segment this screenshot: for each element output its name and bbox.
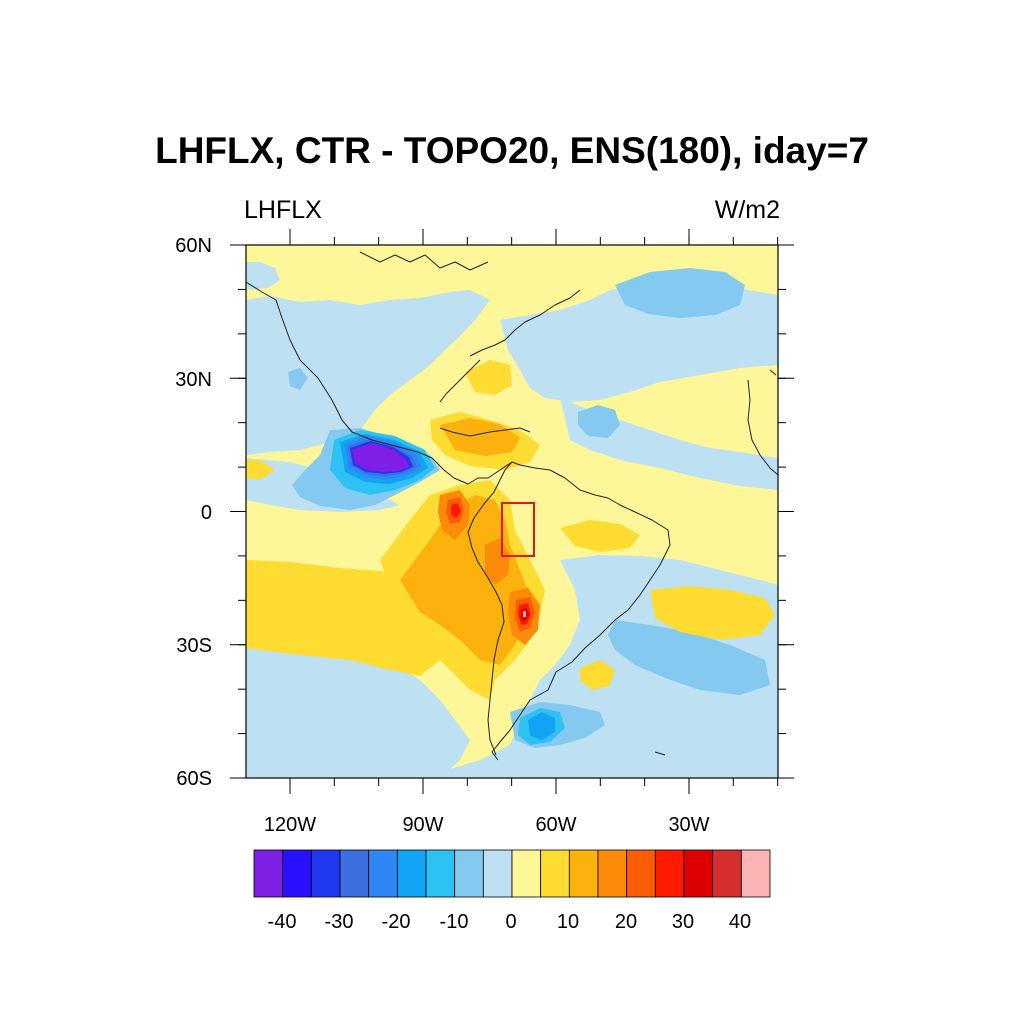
colorbar	[253, 849, 771, 898]
colorbar-labels: -40 -30 -20 -10 0 10 20 30 40	[268, 911, 752, 933]
colorbar-swatch	[339, 849, 370, 898]
field-red-1	[451, 503, 461, 518]
figure-title: LHFLX, CTR - TOPO20, ENS(180), iday=7	[155, 130, 869, 171]
units-label: W/m2	[715, 196, 780, 224]
coastlines	[246, 251, 778, 761]
colorbar-swatch	[626, 849, 656, 898]
colorbar-swatch	[540, 849, 570, 898]
colorbar-swatch	[511, 849, 542, 898]
colorbar-label: -30	[325, 911, 354, 933]
colorbar-swatch	[454, 849, 484, 898]
lon-label-120w: 120W	[264, 814, 316, 836]
colorbar-label: 20	[615, 911, 637, 933]
field-pink-peak	[523, 611, 526, 617]
colorbar-swatch	[740, 849, 771, 898]
colorbar-swatch	[368, 849, 398, 898]
colorbar-swatch	[396, 849, 427, 898]
colorbar-label: 10	[557, 911, 579, 933]
colorbar-label: 40	[729, 911, 751, 933]
lat-label-30s: 30S	[176, 635, 212, 657]
lat-label-0: 0	[201, 502, 212, 524]
colorbar-label: -10	[440, 911, 469, 933]
lat-label-30n: 30N	[175, 369, 212, 391]
colorbar-swatch	[683, 849, 714, 898]
colorbar-label: -40	[268, 911, 297, 933]
colorbar-swatch	[482, 849, 513, 898]
tick-marks	[230, 229, 794, 794]
colorbar-label: 30	[672, 911, 694, 933]
lat-label-60s: 60S	[176, 768, 212, 790]
colorbar-swatch	[712, 849, 742, 898]
colorbar-swatch	[253, 849, 284, 898]
colorbar-label: 0	[505, 911, 516, 933]
highlight-box	[501, 502, 535, 557]
latent-heat-flux-field	[246, 245, 778, 778]
left-subtitle: LHFLX	[244, 196, 322, 224]
lon-label-60w: 60W	[535, 814, 576, 836]
colorbar-swatch	[597, 849, 628, 898]
colorbar-swatch	[654, 849, 685, 898]
lat-label-60n: 60N	[175, 235, 212, 257]
field-purple	[352, 443, 409, 472]
colorbar-swatch	[425, 849, 456, 898]
colorbar-swatch	[568, 849, 599, 898]
colorbar-label: -20	[382, 911, 411, 933]
field-amber	[400, 418, 530, 665]
colorbar-swatch	[282, 849, 312, 898]
lon-label-30w: 30W	[668, 814, 709, 836]
lon-label-90w: 90W	[402, 814, 443, 836]
colorbar-swatch	[310, 849, 341, 898]
